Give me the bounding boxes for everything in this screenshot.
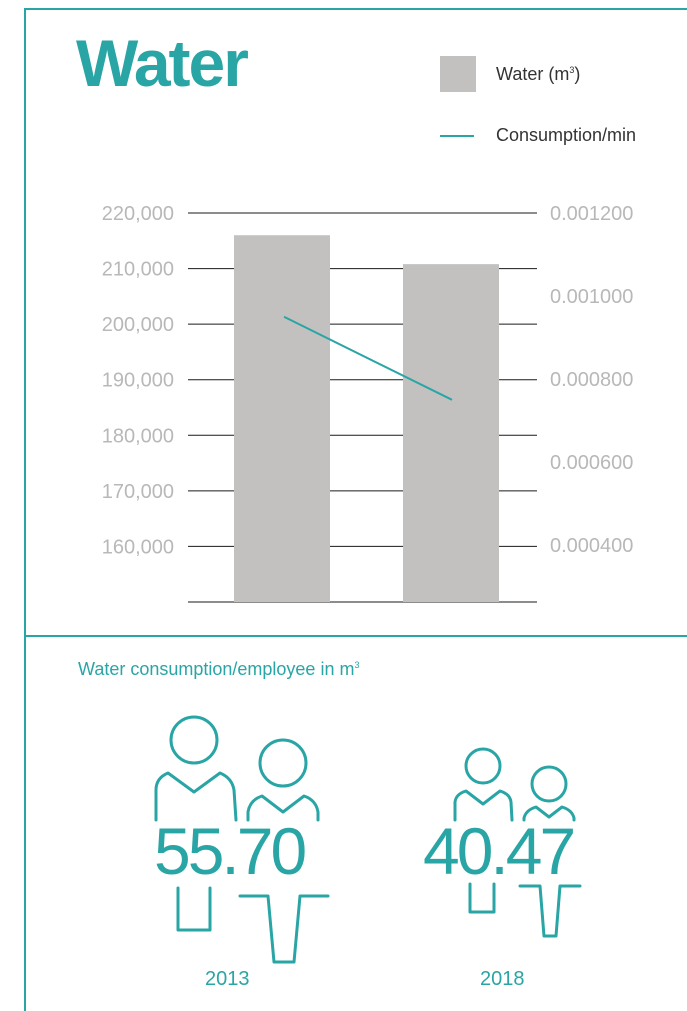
right-tick-label: 0.000600: [550, 452, 633, 474]
year-2013: 2013: [205, 968, 250, 990]
page-title: Water: [76, 26, 249, 100]
left-tick-label: 160,000: [102, 536, 174, 558]
consumption-line: [283, 315, 453, 401]
right-tick-label: 0.000400: [550, 535, 633, 557]
value-2013: 55.70: [154, 814, 307, 888]
legend-line-swatch: [440, 135, 474, 137]
right-tick-label: 0.001200: [550, 203, 633, 225]
frame-left-border: [24, 8, 26, 1011]
right-tick-label: 0.000800: [550, 369, 633, 391]
water-chart: 220,000 210,000 200,000 190,000 180,000 170,0…: [102, 203, 633, 603]
legend-bar-swatch: [440, 56, 476, 92]
left-tick-label: 190,000: [102, 370, 174, 392]
left-tick-label: 180,000: [102, 425, 174, 447]
value-2018: 40.47: [423, 814, 576, 888]
right-tick-label: 0.001000: [550, 286, 633, 308]
employee-subtitle: Water consumption/employee in m3: [78, 659, 360, 679]
legend-bar-label: Water (m3): [496, 64, 581, 84]
left-tick-label: 210,000: [102, 259, 174, 281]
bar-2018: [403, 264, 499, 602]
bar-2013: [234, 235, 330, 602]
left-tick-label: 220,000: [102, 203, 174, 225]
left-tick-label: 200,000: [102, 314, 174, 336]
left-tick-label: 170,000: [102, 481, 174, 503]
frame-top-border: [24, 8, 687, 10]
legend-line-label: Consumption/min: [496, 125, 637, 145]
section-divider: [24, 635, 687, 637]
year-2018: 2018: [480, 968, 525, 990]
